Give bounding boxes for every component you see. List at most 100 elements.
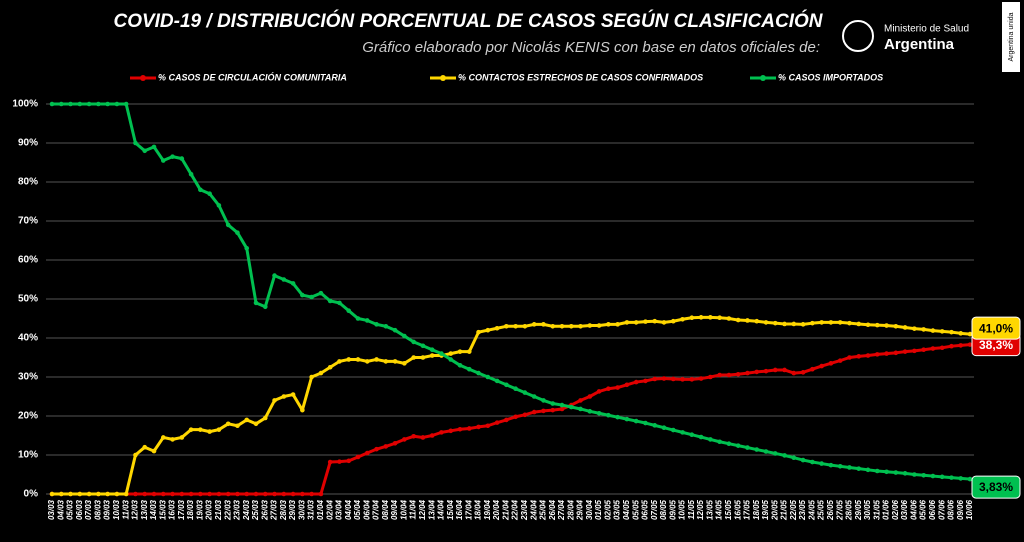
data-point (615, 414, 620, 420)
data-point (559, 324, 565, 329)
x-tick-label: 27/04 (557, 499, 566, 521)
data-point (606, 322, 611, 327)
data-point (207, 191, 212, 196)
data-point (772, 367, 778, 373)
data-point (253, 491, 259, 497)
x-tick-label: 08/03 (93, 499, 102, 520)
data-point (902, 325, 908, 330)
data-point (680, 377, 685, 382)
x-tick-label: 08/04 (381, 499, 390, 520)
data-point (133, 140, 138, 146)
data-point (300, 407, 305, 413)
data-point (624, 382, 630, 388)
data-point (531, 394, 537, 399)
data-point (253, 421, 259, 427)
data-point (429, 353, 435, 358)
data-point (624, 416, 630, 422)
data-point (541, 408, 546, 414)
data-point (160, 491, 166, 497)
data-point (921, 347, 926, 353)
data-point (735, 443, 741, 448)
data-point (865, 467, 871, 473)
data-point (327, 364, 333, 370)
data-point (559, 406, 565, 412)
y-tick-label: 40% (18, 333, 38, 344)
data-point (290, 281, 296, 286)
data-point (411, 433, 416, 439)
data-point (893, 324, 899, 329)
data-point (133, 452, 138, 458)
x-tick-label: 23/03 (233, 499, 242, 521)
data-point (96, 491, 101, 497)
x-tick-label: 02/05 (603, 499, 612, 520)
data-point (763, 368, 769, 374)
data-point (921, 472, 926, 478)
data-point (494, 378, 500, 384)
data-point (643, 319, 648, 324)
data-point (504, 417, 509, 423)
data-point (930, 346, 936, 351)
data-point (123, 101, 129, 107)
data-point (318, 491, 324, 497)
data-point (383, 324, 389, 329)
data-point (198, 427, 203, 432)
data-point (763, 320, 769, 325)
y-tick-label: 50% (18, 294, 38, 305)
x-tick-label: 02/04 (325, 499, 334, 520)
data-point (661, 425, 667, 431)
data-point (216, 427, 222, 432)
data-point (949, 475, 954, 480)
data-point (531, 322, 537, 327)
x-tick-label: 09/03 (103, 499, 112, 520)
data-point (281, 394, 287, 399)
data-point (318, 290, 324, 296)
data-point (179, 156, 185, 161)
x-tick-label: 02/06 (891, 499, 900, 520)
data-point (754, 369, 760, 375)
data-point (466, 349, 472, 354)
data-point (912, 326, 917, 331)
y-tick-label: 0% (24, 489, 39, 500)
data-point (374, 357, 379, 362)
x-tick-label: 24/03 (242, 499, 251, 521)
data-point (300, 491, 305, 497)
x-tick-label: 09/04 (390, 499, 399, 520)
data-point (476, 370, 481, 376)
data-point (745, 370, 750, 376)
x-tick-label: 04/05 (622, 499, 631, 520)
x-tick-label: 21/05 (780, 499, 789, 521)
data-point (615, 322, 620, 327)
data-point (133, 491, 138, 497)
data-point (837, 320, 843, 325)
data-point (800, 322, 806, 327)
x-tick-label: 21/04 (501, 499, 510, 521)
data-point (772, 320, 778, 326)
data-point (865, 322, 871, 328)
data-point (411, 355, 416, 360)
x-tick-label: 06/04 (362, 499, 371, 520)
x-tick-label: 17/04 (464, 499, 473, 520)
x-tick-label: 19/03 (195, 499, 204, 520)
data-point (791, 370, 797, 376)
data-point (429, 433, 435, 438)
logo-line2: Argentina (884, 36, 955, 53)
x-tick-label: 29/05 (854, 499, 863, 521)
data-point (420, 343, 426, 349)
x-tick-label: 20/03 (205, 499, 214, 521)
data-point (402, 437, 407, 442)
x-tick-label: 13/04 (427, 499, 436, 520)
data-point (726, 372, 732, 378)
data-point (123, 491, 129, 497)
data-point (207, 491, 212, 497)
x-tick-label: 08/06 (947, 499, 956, 520)
data-point (735, 371, 741, 377)
data-point (689, 377, 695, 382)
x-tick-label: 03/03 (47, 499, 56, 520)
data-point (374, 446, 379, 452)
chart-subtitle: Gráfico elaborado por Nicolás KENIS con … (362, 39, 820, 56)
data-point (244, 246, 250, 251)
data-point (522, 324, 528, 329)
x-tick-label: 21/03 (214, 499, 223, 521)
data-point (337, 300, 342, 306)
x-tick-label: 25/04 (539, 499, 548, 521)
